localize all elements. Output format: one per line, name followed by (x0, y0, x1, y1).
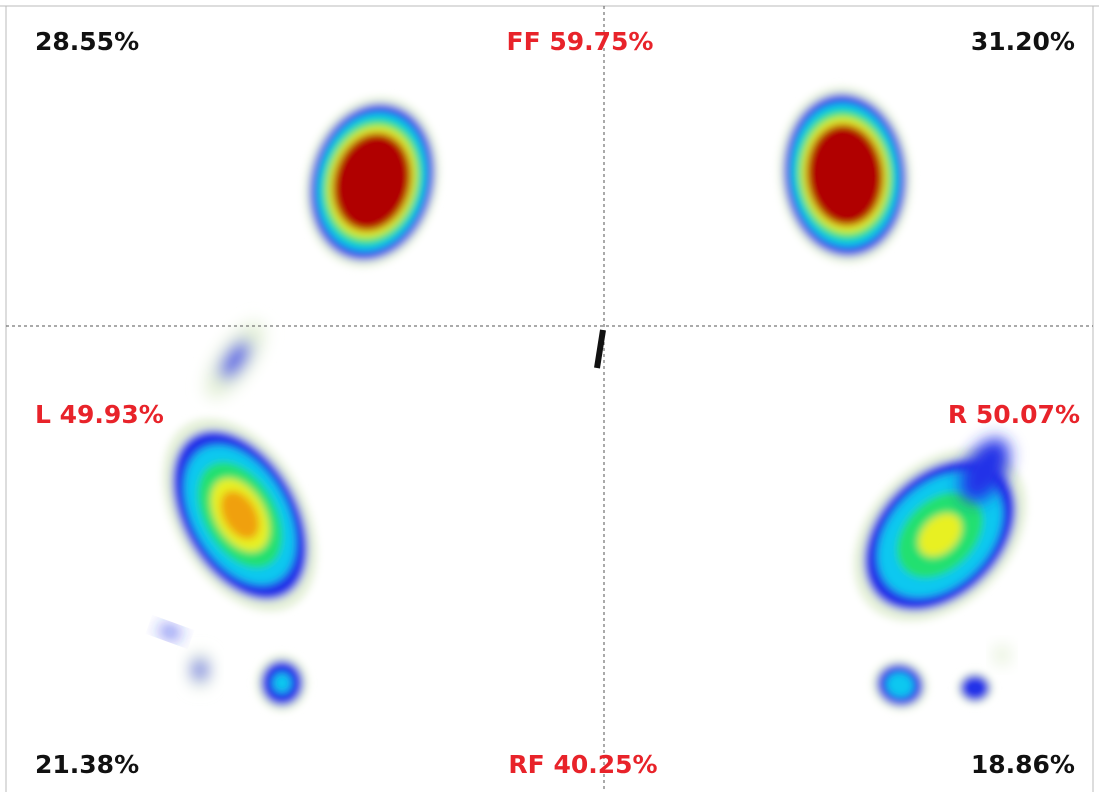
bottom-right-label: 18.86% (971, 750, 1075, 779)
pressure-ring (961, 675, 990, 701)
pressure-ring (994, 645, 1010, 665)
pressure-map: 28.55% FF 59.75% 31.20% L 49.93% R 50.07… (0, 0, 1099, 792)
pressure-ring (273, 673, 291, 693)
top-right-label: 31.20% (971, 27, 1075, 56)
pressure-region (957, 672, 993, 704)
left-label: L 49.93% (35, 400, 164, 429)
top-left-label: 28.55% (35, 27, 139, 56)
bottom-left-label: 21.38% (35, 750, 139, 779)
page: {"labels": { "top_left": "28.55%", "fore… (0, 0, 1099, 792)
pressure-region (994, 645, 1010, 665)
pressure-region (256, 655, 308, 711)
right-label: R 50.07% (948, 400, 1080, 429)
pressure-region (188, 652, 212, 688)
forefoot-label: FF 59.75% (507, 27, 654, 56)
background (0, 0, 1099, 792)
rearfoot-label: RF 40.25% (508, 750, 657, 779)
pressure-ring (193, 659, 207, 681)
